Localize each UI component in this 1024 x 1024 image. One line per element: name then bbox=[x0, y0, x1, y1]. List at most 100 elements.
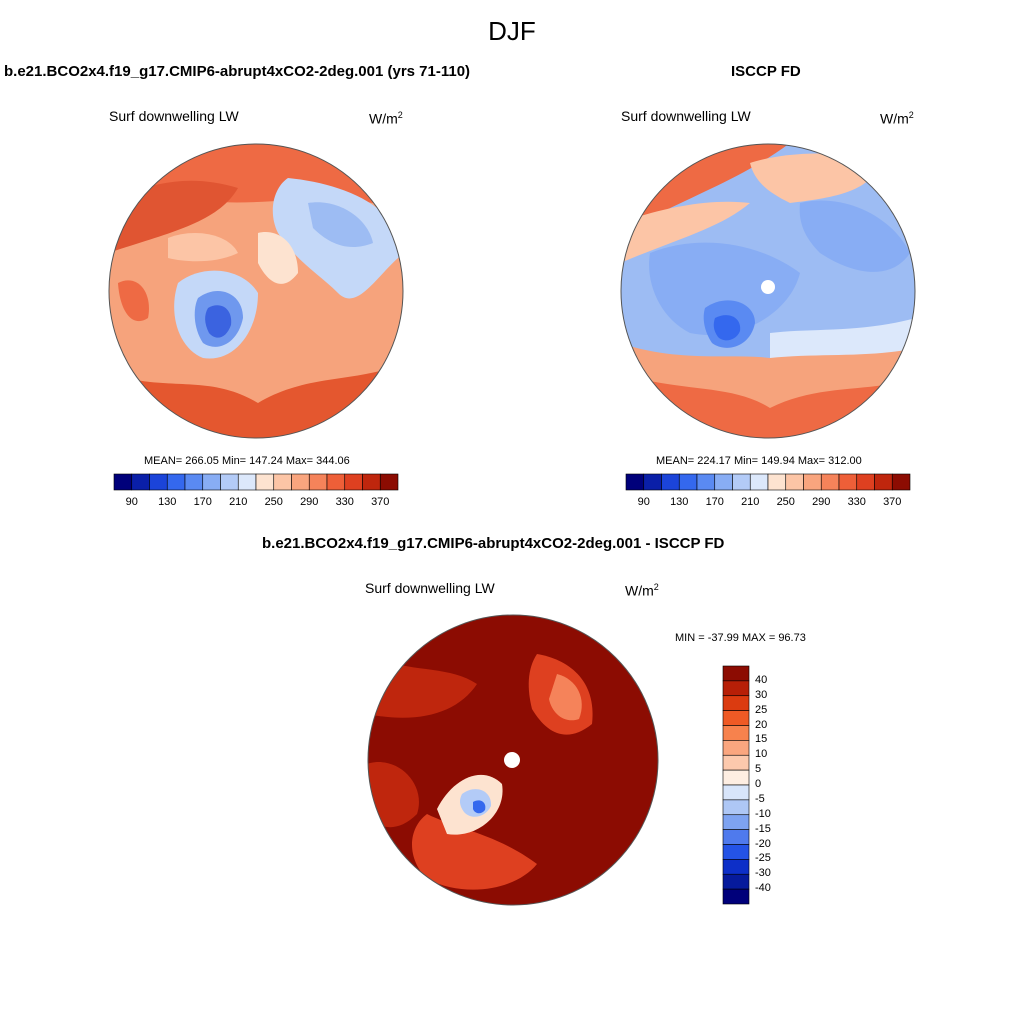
right-colorbar-swatch bbox=[874, 473, 893, 491]
left-colorbar-tick-label: 170 bbox=[193, 496, 212, 508]
left-colorbar-swatch bbox=[291, 473, 310, 491]
left-colorbar-swatch bbox=[113, 473, 133, 491]
diff-colorbar-tick-label: -20 bbox=[755, 837, 771, 850]
diff-panel-title: b.e21.BCO2x4.f19_g17.CMIP6-abrupt4xCO2-2… bbox=[262, 535, 725, 552]
left-panel-title: b.e21.BCO2x4.f19_g17.CMIP6-abrupt4xCO2-2… bbox=[4, 63, 471, 80]
left-colorbar-tick-label: 250 bbox=[264, 496, 283, 508]
diff-units-label: W/m2 bbox=[625, 582, 659, 599]
diff-colorbar-tick-label: -30 bbox=[755, 867, 771, 880]
left-units-label: W/m2 bbox=[369, 110, 403, 127]
left-colorbar-swatch bbox=[149, 473, 168, 491]
diff-variable-label: Surf downwelling LW bbox=[365, 580, 495, 596]
diff-colorbar-tick-label: -5 bbox=[755, 792, 765, 805]
diff-colorbar-swatch bbox=[722, 665, 750, 682]
right-variable-label: Surf downwelling LW bbox=[621, 108, 751, 124]
right-colorbar-tick-label: 290 bbox=[812, 496, 831, 508]
diff-colorbar-tick-label: -25 bbox=[755, 852, 771, 865]
diff-colorbar-swatch bbox=[722, 859, 750, 875]
left-colorbar-swatch bbox=[237, 473, 257, 491]
left-colorbar-swatch bbox=[184, 473, 204, 491]
left-colorbar-swatch bbox=[255, 473, 275, 491]
left-stats-text: MEAN= 266.05 Min= 147.24 Max= 344.06 bbox=[144, 455, 350, 467]
left-colorbar-tick-label: 370 bbox=[371, 496, 390, 508]
left-colorbar-tick-label: 210 bbox=[229, 496, 248, 508]
right-polar-map bbox=[620, 143, 916, 439]
diff-colorbar-swatch bbox=[722, 725, 750, 741]
right-colorbar-tick-label: 250 bbox=[776, 496, 795, 508]
left-colorbar-tick-label: 330 bbox=[335, 496, 354, 508]
right-colorbar-swatch bbox=[661, 473, 680, 491]
left-colorbar-swatch bbox=[131, 473, 150, 491]
right-colorbar-swatch bbox=[696, 473, 716, 491]
diff-colorbar-swatch bbox=[722, 829, 750, 845]
diff-colorbar-swatch bbox=[722, 695, 750, 711]
right-panel-title: ISCCP FD bbox=[731, 63, 801, 80]
right-colorbar-tick-label: 90 bbox=[637, 496, 650, 508]
left-colorbar-swatch bbox=[202, 473, 221, 491]
right-colorbar-swatch bbox=[820, 473, 840, 491]
diff-colorbar-swatch bbox=[722, 888, 750, 905]
diff-colorbar bbox=[722, 665, 750, 905]
diff-stats-text: MIN = -37.99 MAX = 96.73 bbox=[675, 632, 806, 644]
left-polar-map bbox=[108, 143, 404, 439]
right-colorbar-tick-label: 210 bbox=[741, 496, 760, 508]
diff-colorbar-swatch bbox=[722, 740, 750, 756]
left-colorbar-swatch bbox=[220, 473, 239, 491]
diff-map-border bbox=[367, 614, 659, 906]
diff-colorbar-tick-label: 25 bbox=[755, 703, 768, 716]
left-colorbar bbox=[113, 473, 399, 491]
left-map-region-north bbox=[109, 144, 403, 233]
diff-colorbar-swatch bbox=[722, 769, 750, 786]
right-colorbar-labels: 90 130 170 210 250 290 330 370 bbox=[626, 496, 910, 510]
right-colorbar-swatch bbox=[714, 473, 733, 491]
diff-colorbar-tick-label: 0 bbox=[755, 778, 762, 790]
diff-colorbar-tick-label: 15 bbox=[755, 733, 768, 746]
left-colorbar-swatch bbox=[362, 473, 381, 491]
right-colorbar-swatch bbox=[678, 473, 698, 491]
diff-colorbar-tick-label: 40 bbox=[755, 673, 768, 686]
left-colorbar-tick-label: 130 bbox=[158, 496, 177, 508]
right-colorbar-swatch bbox=[785, 473, 804, 491]
right-colorbar-swatch bbox=[803, 473, 822, 491]
left-colorbar-labels: 90 130 170 210 250 290 330 370 bbox=[114, 496, 398, 510]
diff-colorbar-swatch bbox=[722, 844, 750, 860]
right-colorbar-swatch bbox=[838, 473, 858, 491]
right-colorbar-swatch bbox=[625, 473, 645, 491]
right-units-label: W/m2 bbox=[880, 110, 914, 127]
right-colorbar-swatch bbox=[749, 473, 769, 491]
diff-colorbar-tick-label: -40 bbox=[755, 882, 771, 895]
main-title: DJF bbox=[488, 16, 536, 46]
diff-colorbar-swatch bbox=[722, 784, 750, 801]
diff-map-pole-gap bbox=[504, 752, 520, 768]
right-map-pole-gap bbox=[761, 280, 775, 294]
diff-colorbar-tick-label: 20 bbox=[755, 718, 768, 731]
diff-colorbar-swatch bbox=[722, 680, 750, 697]
left-colorbar-swatch bbox=[326, 473, 346, 491]
right-colorbar-tick-label: 130 bbox=[670, 496, 689, 508]
right-colorbar-tick-label: 170 bbox=[705, 496, 724, 508]
left-variable-label: Surf downwelling LW bbox=[109, 108, 239, 124]
left-colorbar-swatch bbox=[166, 473, 186, 491]
left-colorbar-swatch bbox=[379, 473, 399, 491]
right-stats-text: MEAN= 224.17 Min= 149.94 Max= 312.00 bbox=[656, 455, 862, 467]
diff-colorbar-tick-label: 10 bbox=[755, 748, 768, 761]
right-colorbar-swatch bbox=[891, 473, 911, 491]
right-map-border bbox=[620, 143, 916, 439]
diff-colorbar-tick-label: -15 bbox=[755, 822, 771, 835]
diff-colorbar-swatch bbox=[722, 710, 750, 726]
left-colorbar-swatch bbox=[344, 473, 363, 491]
right-colorbar-swatch bbox=[856, 473, 875, 491]
right-colorbar-tick-label: 330 bbox=[847, 496, 866, 508]
left-colorbar-tick-label: 290 bbox=[300, 496, 319, 508]
diff-colorbar-swatch bbox=[722, 799, 750, 816]
diff-colorbar-labels: 40 30 25 20 15 10 5 0 -5 -10 -15 -20 -25 -30 -40 bbox=[755, 666, 795, 904]
left-map-border bbox=[108, 143, 404, 439]
diff-polar-map bbox=[367, 614, 659, 906]
diff-colorbar-swatch bbox=[722, 754, 750, 771]
left-colorbar-swatch bbox=[308, 473, 328, 491]
left-colorbar-swatch bbox=[273, 473, 292, 491]
right-colorbar-tick-label: 370 bbox=[883, 496, 902, 508]
diff-colorbar-swatch bbox=[722, 873, 750, 890]
right-colorbar-swatch bbox=[732, 473, 751, 491]
diff-colorbar-swatch bbox=[722, 814, 750, 830]
